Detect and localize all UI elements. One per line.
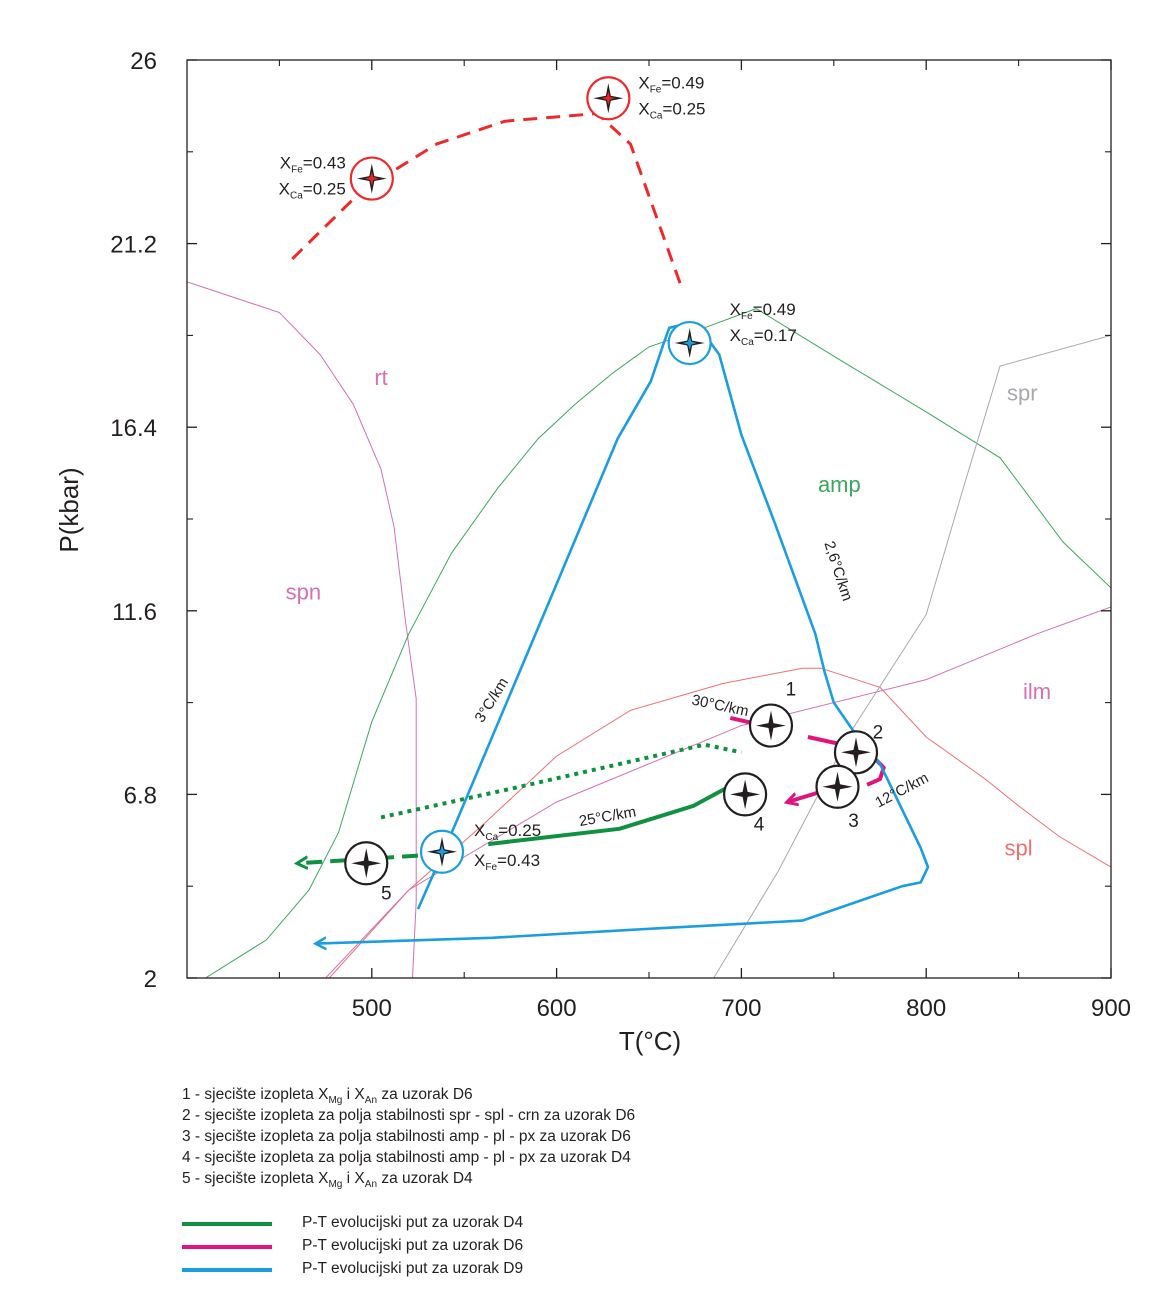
composition-label: XCa=0.25 [279,180,346,202]
star-core [682,336,697,350]
y-tick-label: 16.4 [110,415,157,442]
field-label-spl: spl [1005,836,1033,861]
point-number: 5 [381,883,392,904]
axes: 500 600 700 800 900 26 21.2 16.4 11.6 6.8 2 [110,48,1131,1022]
isopleth-marker: XFe=0.49 XCa=0.17 [667,300,797,366]
isopleth-markers: XFe=0.43XCa=0.25XFe=0.49XCa=0.25XFe=0.49… [279,73,884,904]
point-number: 2 [873,722,884,743]
point-legend: 1 - sjecište izopleta XMg i XAn za uzora… [182,1084,636,1191]
isopleth-point-5: 5 [344,841,392,904]
legend-row: 5 - sjecište izopleta XMg i XAn za uzora… [182,1170,473,1191]
key-swatch [182,1245,272,1249]
pt-path-segment [380,742,742,820]
key-label: P-T evolucijski put za uzorak D9 [302,1260,524,1277]
star-icon [822,771,853,802]
composition-label: XFe=0.49 [730,300,796,322]
isopleth-marker: XFe=0.43 XCa=0.25 [279,154,394,202]
field-boundary-spl [328,667,1111,978]
star-icon [841,737,871,768]
y-tick-label: 21.2 [110,232,157,259]
star-icon [351,848,382,879]
isopleth-marker: XCa=0.25 XFe=0.43 [419,821,541,874]
isopleth-point-2: 2 [833,722,884,775]
star-core [364,171,379,186]
star-icon [730,779,761,810]
field-boundary-spr [713,334,1111,978]
chart-annotations: rt spn amp spr ilm spl 2,6°C/km 3°C/km 30°C/km 1 2… [286,365,1051,860]
point-number: 3 [848,811,859,832]
star-core [435,844,449,859]
y-tick-label: 26 [130,48,157,75]
gradient-label: 30°C/km [690,692,750,721]
field-boundary-amp [205,308,1111,978]
pt-diagram: XFe=0.43XCa=0.25XFe=0.49XCa=0.25XFe=0.49… [54,48,1131,1056]
gradient-label: 2,6°C/km [820,539,855,603]
field-boundary-rt-spn [187,281,417,978]
composition-label: XCa=0.17 [730,326,797,348]
key-swatch [182,1268,272,1272]
composition-label: XCa=0.25 [474,821,541,843]
x-tick-label: 500 [352,995,392,1022]
point-number: 1 [786,680,797,701]
point-number: 4 [754,814,765,835]
isopleth-point-1: 1 [748,680,797,748]
pt-path-segment [291,112,684,291]
field-label-rt: rt [374,365,387,390]
isopleth-point-4: 4 [722,772,768,835]
composition-label: XFe=0.43 [474,851,540,873]
star-icon [756,710,786,741]
legend-row: 3 - sjecište izopleta za polja stabilnos… [182,1128,631,1145]
pt-path-segment [487,781,737,847]
key-label: P-T evolucijski put za uzorak D4 [302,1214,524,1231]
legend-row: 2 - sjecište izopleta za polja stabilnos… [182,1107,636,1124]
x-tick-label: 800 [906,995,946,1022]
field-label-spn: spn [286,579,321,604]
isopleth-marker: XFe=0.49 XCa=0.25 [586,73,706,121]
pt-path-segment [316,322,930,944]
x-tick-label: 700 [721,995,761,1022]
legend-row: 1 - sjecište izopleta XMg i XAn za uzora… [182,1086,473,1107]
x-tick-label: 600 [537,995,577,1022]
key-label: P-T evolucijski put za uzorak D6 [302,1237,524,1254]
key-swatch [182,1222,272,1226]
isopleth-point-3: 3 [815,764,860,832]
star-core [601,91,616,106]
field-label-ilm: ilm [1023,679,1051,704]
composition-label: XFe=0.49 [638,73,704,95]
y-tick-label: 6.8 [124,782,157,809]
gradient-label: 3°C/km [472,675,513,726]
x-axis-title: T(°C) [619,1026,681,1056]
legend-row: 4 - sjecište izopleta za polja stabilnos… [182,1149,631,1166]
y-tick-label: 11.6 [112,599,157,626]
field-label-spr: spr [1007,380,1038,405]
composition-label: XFe=0.43 [280,154,346,176]
y-tick-label: 2 [144,966,157,993]
field-label-amp: amp [818,472,861,497]
y-axis-title: P(kbar) [54,467,84,552]
composition-label: XCa=0.25 [638,99,705,121]
x-tick-label: 900 [1091,995,1131,1022]
